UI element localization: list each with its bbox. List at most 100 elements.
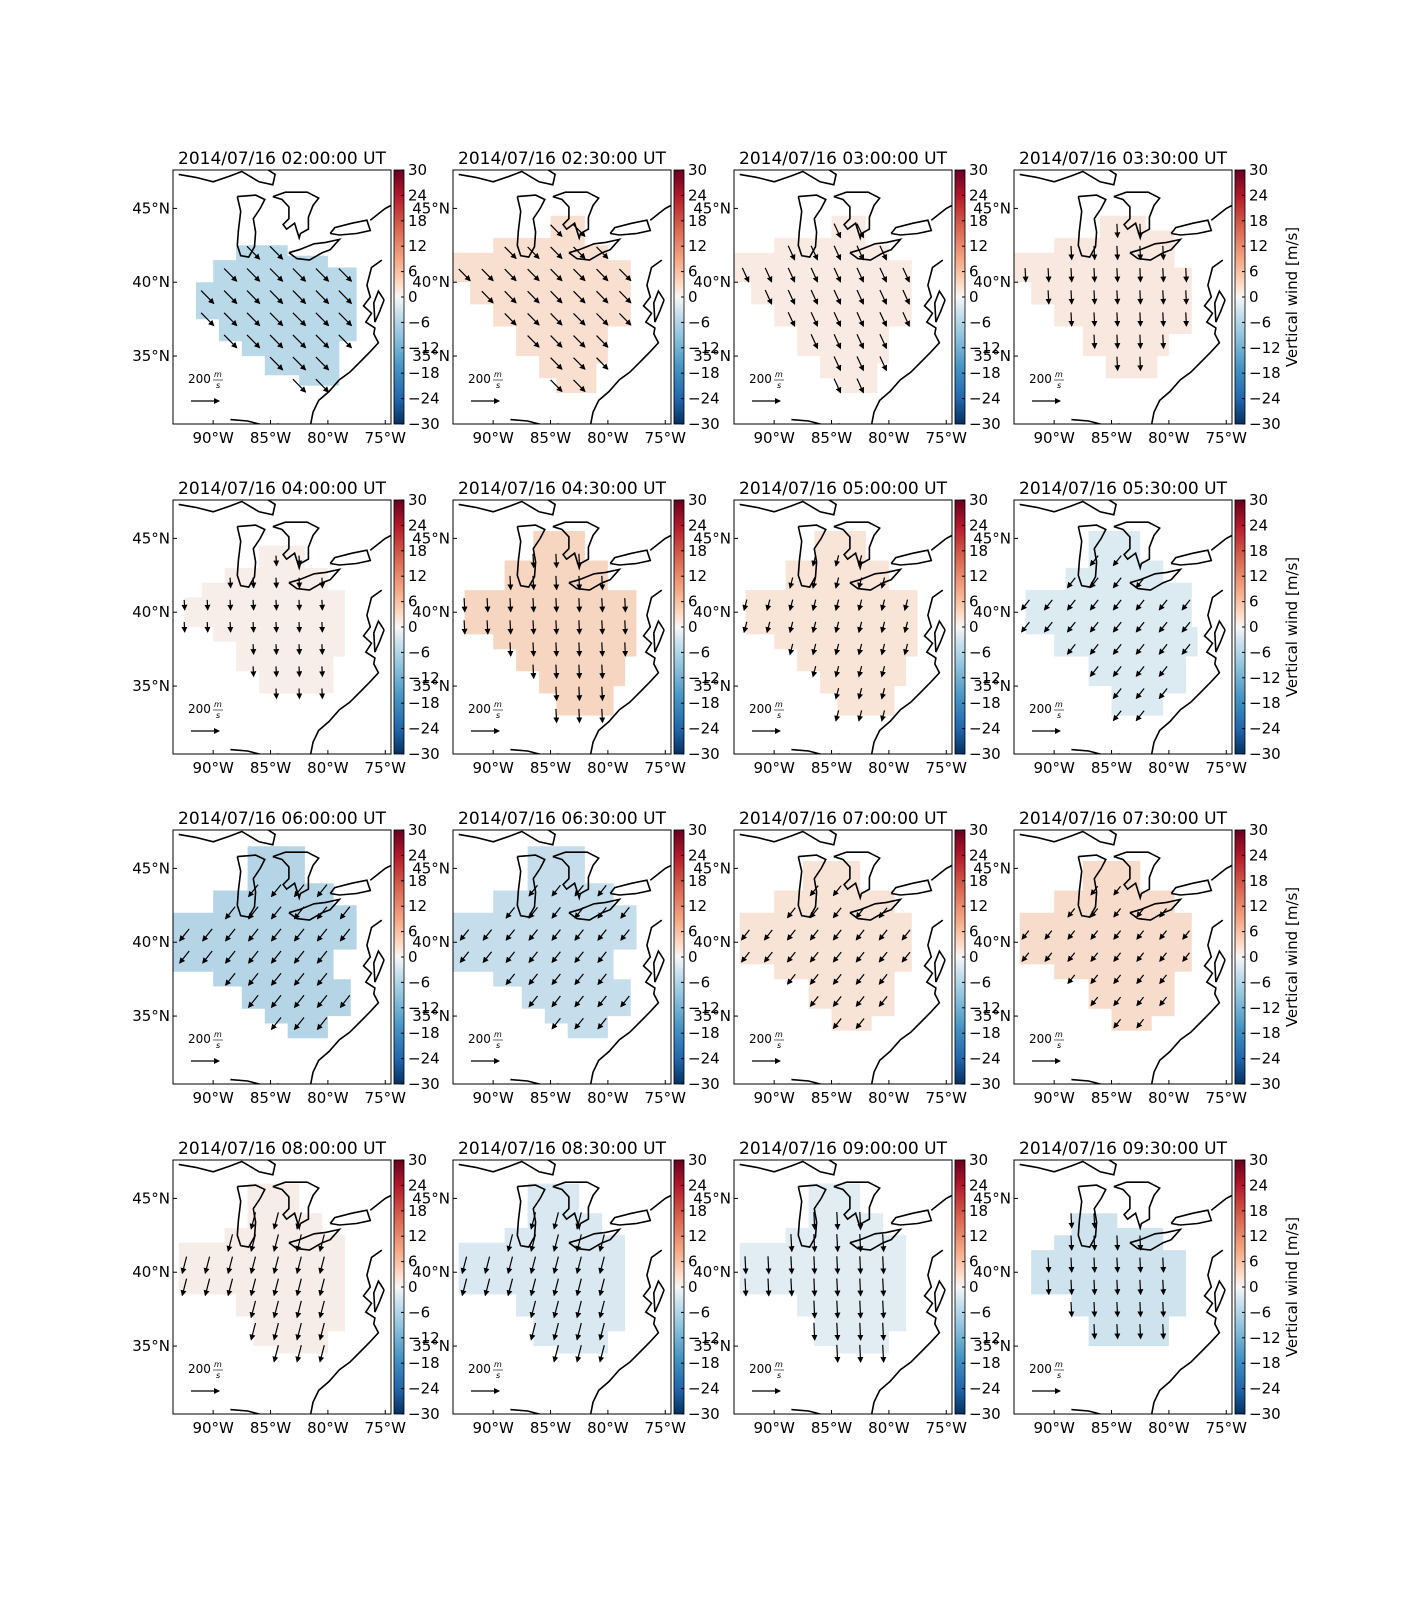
wind-vector [338, 312, 353, 327]
lon-label: 85°W [250, 429, 292, 447]
wind-vector [1089, 643, 1099, 655]
wind-vector [1159, 996, 1167, 1007]
lon-label: 90°W [192, 759, 234, 777]
wind-vector [599, 620, 606, 635]
colorbar-tick-label: −6 [969, 1303, 991, 1321]
map-panel: 2014/07/16 04:30:00 UT 200 ms 90°W 85°W 80°W 7… [412, 479, 719, 777]
coastline [1150, 1249, 1224, 1414]
lat-label: 45°N [412, 199, 450, 217]
colorbar-tick-label: 0 [1249, 948, 1259, 966]
panel-title: 2014/07/16 02:30:00 UT [458, 149, 667, 169]
wind-vector [1158, 643, 1168, 655]
wind-vector [551, 973, 561, 986]
coastline [1129, 1228, 1183, 1251]
wind-vector [787, 289, 796, 305]
colorbar-tick-label: −6 [969, 643, 991, 661]
wind-vector [246, 334, 261, 349]
reference-arrow-unit-den: s [777, 1041, 781, 1050]
colorbar-tick-label: −6 [688, 643, 710, 661]
coastline [1019, 830, 1118, 846]
map-panel: 2014/07/16 08:30:00 UT 200 ms 90°W 85°W 80°W 7… [412, 1139, 719, 1437]
wind-vector [530, 598, 537, 613]
wind-vector [788, 643, 795, 656]
colorbar-tick-label: −18 [969, 694, 1001, 712]
map-panel: 2014/07/16 06:00:00 UT 200 ms 90°W 85°W 80°W 7… [132, 809, 439, 1107]
colorbar-tick-label: 6 [688, 593, 698, 611]
wind-vector [880, 643, 886, 656]
wind-vector [1160, 245, 1167, 261]
wind-vector [203, 1256, 211, 1275]
wind-vector [880, 1278, 887, 1297]
coastline [178, 170, 277, 186]
lat-label: 35°N [973, 677, 1011, 695]
wind-vector [200, 290, 215, 305]
wind-vector [811, 1256, 818, 1275]
wind-vector [740, 929, 750, 941]
wind-vector [811, 555, 818, 567]
wind-vector [1135, 621, 1145, 633]
colorbar-tick-label: −30 [688, 415, 720, 433]
wind-vector [553, 575, 560, 591]
wind-vector [880, 1322, 887, 1341]
wind-vector [901, 951, 911, 963]
colorbar-tick-label: 0 [688, 948, 698, 966]
wind-vector [553, 598, 560, 613]
colorbar-tick-label: 24 [969, 1176, 988, 1194]
colorbar-tick-label: 24 [969, 846, 988, 864]
wind-vector [763, 929, 773, 941]
wind-vector [1114, 1235, 1121, 1251]
colorbar-tick-label: 12 [688, 897, 707, 915]
wind-vector [484, 620, 491, 635]
coastline [288, 568, 342, 591]
wind-vector [1112, 577, 1122, 589]
colorbar-tick-label: 24 [408, 1176, 427, 1194]
map-panel: 2014/07/16 03:30:00 UT 200 ms 90°W 85°W 80°W 7… [973, 149, 1301, 447]
wind-vector [596, 335, 609, 348]
coastline [609, 219, 652, 236]
wind-vector [1159, 952, 1167, 962]
vertical-wind-region [184, 545, 346, 694]
coastline [1213, 949, 1226, 983]
lon-label: 75°W [645, 1089, 687, 1107]
coastline [797, 524, 827, 588]
lon-label: 75°W [645, 759, 687, 777]
colorbar-label: Vertical wind [m/s] [1283, 1217, 1301, 1357]
wind-vector [1091, 1324, 1098, 1340]
colorbar-tick-label: 0 [408, 618, 418, 636]
colorbar-tick-label: 0 [1249, 618, 1259, 636]
wind-vector [832, 907, 842, 919]
wind-vector [250, 644, 257, 656]
wind-vector [507, 620, 514, 635]
wind-vector [527, 290, 540, 304]
wind-vector [901, 929, 911, 941]
wind-vector [1113, 1018, 1122, 1029]
lon-label: 85°W [530, 1089, 572, 1107]
coastline [372, 1279, 385, 1313]
wind-vector [506, 1278, 514, 1297]
coastline [1150, 919, 1224, 1084]
map-area [178, 1160, 391, 1414]
colorbar-tick-label: 30 [688, 161, 707, 179]
wind-vector [272, 1256, 279, 1275]
panel-title: 2014/07/16 03:30:00 UT [1019, 149, 1228, 169]
reference-arrow-value: 200 [468, 1032, 491, 1046]
wind-vector [273, 621, 280, 633]
wind-vector [1159, 908, 1167, 918]
coastline [329, 219, 372, 236]
reference-arrow-unit-num: m [1055, 370, 1063, 379]
wind-vector [319, 599, 326, 611]
wind-vector [552, 1300, 559, 1319]
lat-label: 35°N [973, 1337, 1011, 1355]
coastline [458, 500, 557, 516]
wind-vector [1067, 952, 1076, 962]
map-area [173, 830, 391, 1084]
colorbar-tick-label: 6 [408, 1253, 418, 1271]
colorbar-tick-label: 12 [688, 1227, 707, 1245]
wind-vector [596, 268, 609, 282]
wind-vector [1043, 599, 1053, 611]
wind-vector [1160, 1301, 1167, 1318]
lon-label: 75°W [1206, 1419, 1248, 1437]
wind-vector [880, 621, 886, 634]
wind-vector [1114, 334, 1121, 350]
coastline [1071, 748, 1120, 754]
